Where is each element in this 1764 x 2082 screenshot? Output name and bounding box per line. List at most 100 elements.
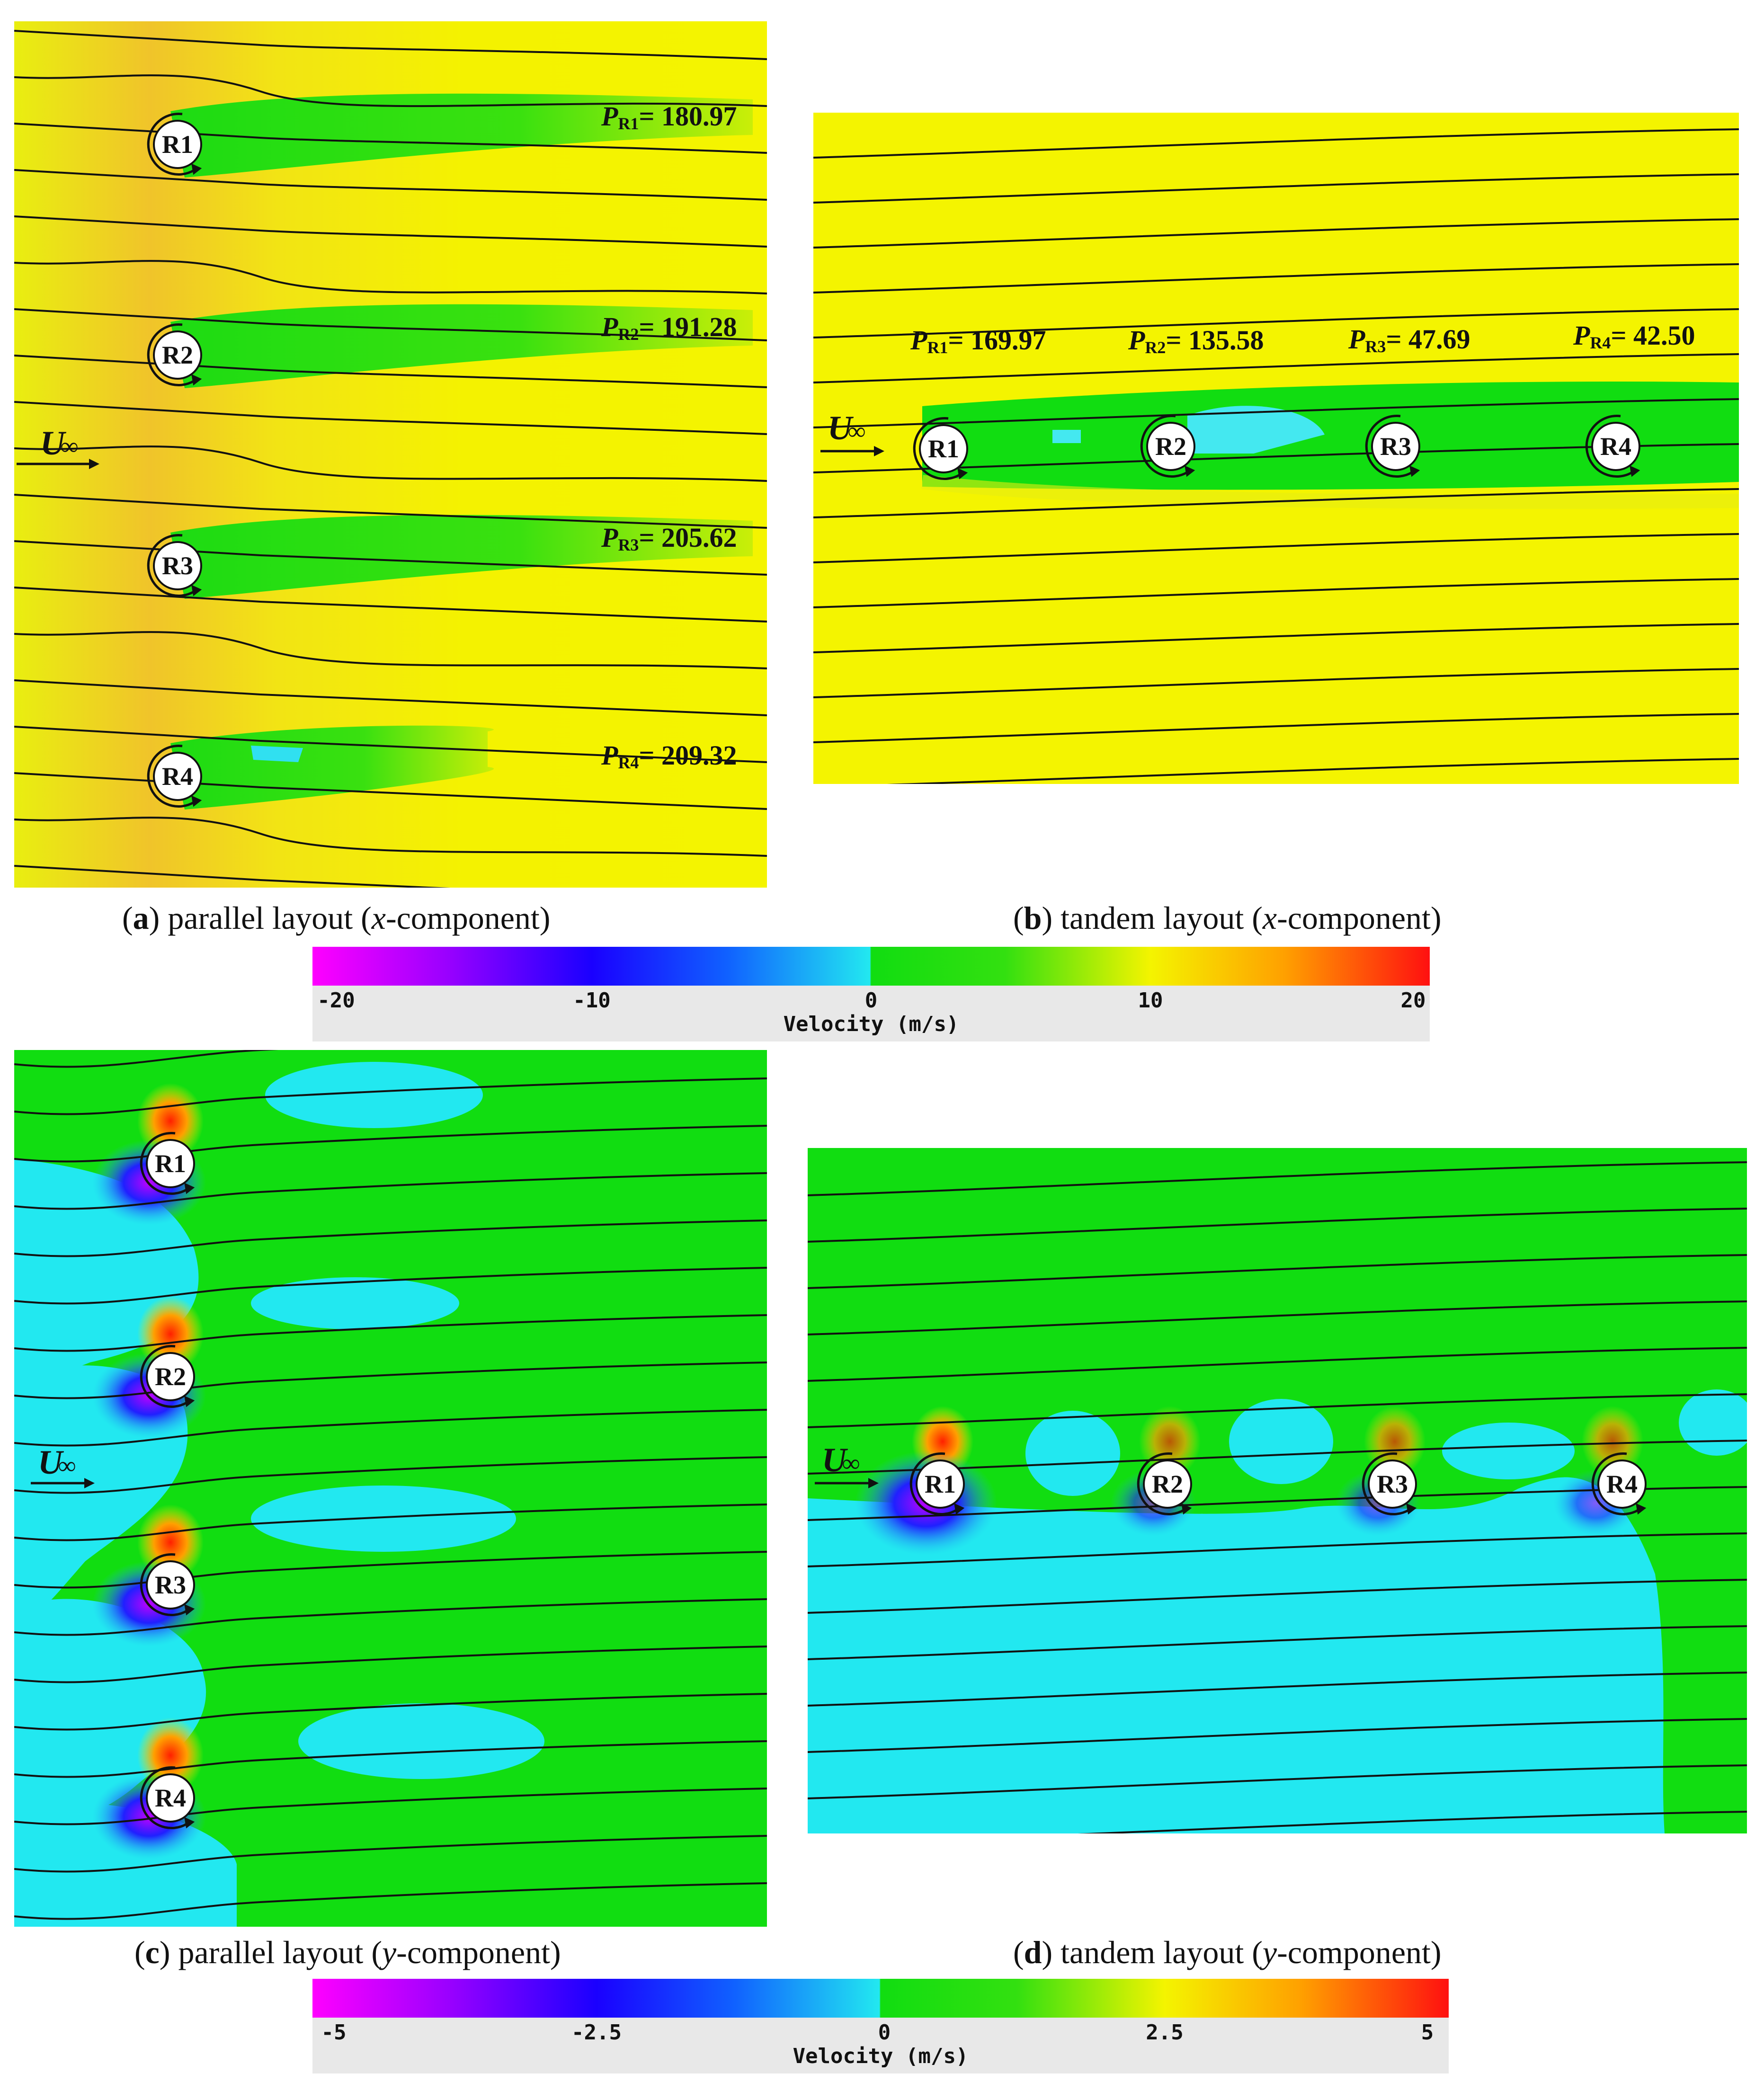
colorbar-x-tick: 10 [1138,988,1163,1013]
wake-regions [170,93,753,810]
streamline [808,1579,1747,1614]
rotor-disk [1371,422,1420,471]
rotation-arrow [1137,1452,1185,1516]
streamline [808,1254,1747,1289]
rotor-r3: R3 [147,534,202,597]
streamline [808,1625,1747,1660]
streamline [14,865,435,888]
streamline [14,540,767,576]
rotation-arrowhead [184,1396,195,1407]
streamline [14,74,767,107]
streamline [808,1532,1747,1567]
rotation-arrowhead [1409,465,1420,477]
streamline [808,1486,1747,1521]
rotor-r1: R1 [147,113,202,176]
streamline [14,494,767,529]
wake [170,515,753,599]
negative-region [298,1703,544,1779]
streamline [14,1835,767,1873]
rotor-disk [1591,422,1640,471]
power-value: PR3= 205.62 [601,522,737,554]
rotor-r3: R3 [1365,415,1420,478]
power-value: PR1= 169.97 [910,325,1046,357]
power-symbol: P [601,740,618,771]
rotation-arrowhead [184,1604,195,1616]
rotor-label: R3 [1377,1470,1408,1498]
streamline [813,488,1739,518]
rotation-arrow [1365,415,1413,478]
negative-region [1679,1389,1747,1456]
power-value: PR2= 135.58 [1128,325,1264,357]
rotation-arrow [140,1132,188,1195]
streamline [808,1764,1747,1799]
streamline [813,713,1739,743]
panel-d-tandem-y: R1 R2 R3 R4 U ∞ [808,1148,1747,1833]
rotor-disk [153,541,202,590]
power-label: PR2= 135.58 [1128,325,1264,357]
shear-layer [921,475,1739,509]
streamline [14,587,767,623]
power-number: = 47.69 [1386,324,1470,355]
rotor-label: R2 [1152,1470,1183,1498]
streamline [813,353,1739,383]
rotation-arrowhead [954,1503,965,1515]
panel-b-tandem-x: R1 R2 R3 R4 PR1= 169.97 PR2= 135.58 PR3= 47.6… [813,113,1739,784]
streamline [808,1718,1747,1753]
streamline [14,1598,767,1636]
rotor-label: R2 [1155,432,1186,461]
power-subscript: R4 [1590,333,1611,352]
rotor-r1: R1 [913,417,968,480]
freestream-label: U [40,424,67,462]
streamline [14,308,767,341]
streamline [14,1361,767,1399]
power-number: = 169.97 [948,325,1046,356]
rotation-arrow [140,1345,188,1408]
rotation-arrow [913,417,961,480]
power-label: PR3= 205.62 [601,522,737,554]
rotation-arrowhead [1630,465,1640,477]
rotor-r3: R3 [1362,1452,1417,1516]
colorbar-y-tick: -2.5 [571,2020,622,2045]
streamline [14,215,767,248]
power-value: PR3= 47.69 [1348,324,1470,356]
streamline [813,533,1739,563]
rotor-disk [1597,1459,1647,1509]
caption-c: (c) parallel layout (y-component) [134,1934,561,1970]
rotor-label: R1 [155,1149,186,1178]
power-subscript: R3 [1365,337,1386,356]
power-symbol: P [601,101,618,132]
rotor-disk [1143,1459,1192,1509]
power-symbol: P [910,325,927,356]
power-value: PR4= 42.50 [1573,320,1695,352]
rotation-arrow [147,113,195,176]
freestream-sub: ∞ [842,1450,860,1477]
streamline [813,263,1739,294]
wake [922,382,1739,490]
streamline [14,1314,767,1352]
streamline [14,1882,767,1920]
caption-d: (d) tandem layout (y-component) [1013,1934,1442,1970]
wake-regions [921,382,1739,509]
reverse-flow-patch [251,746,303,762]
rotation-arrow [1591,1452,1639,1516]
rotation-arrow [147,745,195,808]
streamline [14,1267,767,1305]
rotor-disk [153,330,202,380]
streamline [813,128,1739,159]
colorbar-y-tick: -5 [321,2020,347,2045]
streamline [808,1672,1747,1707]
rotor-disk [146,1139,195,1188]
rotor-label: R3 [1380,432,1411,461]
streamline [813,623,1739,653]
power-label: PR4= 209.32 [601,740,737,772]
streamlines [808,1161,1747,1833]
power-number: = 191.28 [639,311,737,342]
rotor-r3: R3 [140,1553,195,1617]
power-number: = 135.58 [1166,325,1264,356]
colorbar-y-gradient [312,1979,1449,2018]
streamline [14,1504,767,1541]
rotation-arrowhead [1185,465,1195,477]
power-subscript: R3 [618,535,639,554]
rotor-disk [153,752,202,801]
